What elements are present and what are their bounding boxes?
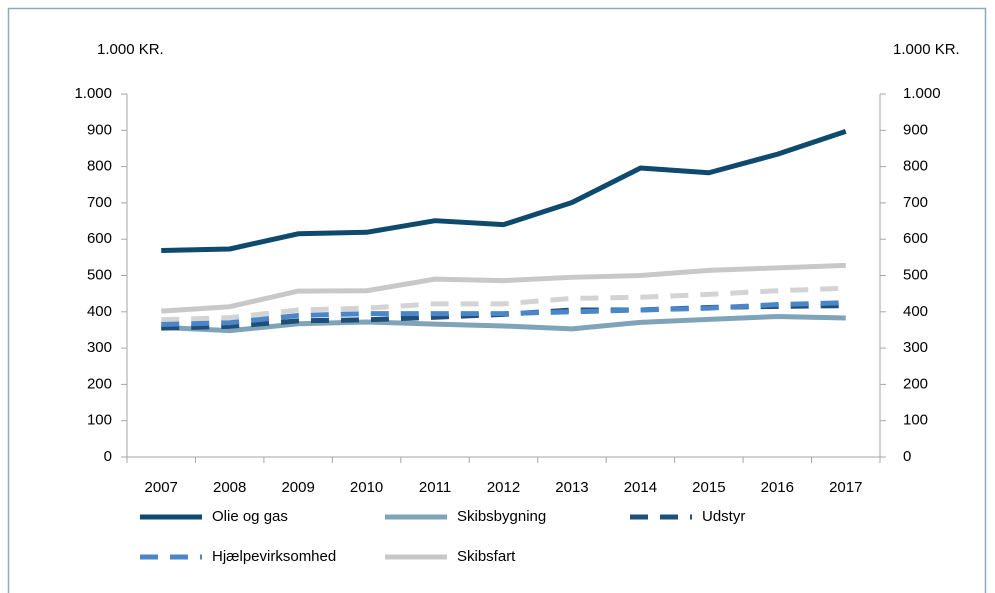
- x-tick-label: 2014: [624, 479, 657, 496]
- y-tick-label: 500: [87, 266, 112, 283]
- x-tick-label: 2009: [281, 479, 314, 496]
- legend-label: Hjælpevirksomhed: [212, 548, 336, 565]
- frame: [7, 7, 987, 593]
- y-tick-label: 900: [87, 121, 112, 138]
- y2-tick-label: 300: [903, 339, 928, 356]
- y2-tick-label: 1.000: [903, 85, 941, 102]
- y2-tick-label: 0: [903, 448, 911, 465]
- y2-tick-label: 500: [903, 266, 928, 283]
- y2-tick-label: 800: [903, 158, 928, 175]
- y2-tick-label: 200: [903, 375, 928, 392]
- y-tick-label: 100: [87, 412, 112, 429]
- x-tick-label: 2010: [350, 479, 383, 496]
- y-tick-label: 700: [87, 194, 112, 211]
- x-tick-label: 2011: [419, 479, 451, 496]
- y2-axis-label: 1.000 KR.: [893, 41, 960, 58]
- y2-tick-label: 400: [903, 303, 928, 320]
- legend-label: Olie og gas: [212, 508, 288, 525]
- y-tick-label: 200: [87, 375, 112, 392]
- series-line: [161, 300, 846, 328]
- x-tick-label: 2015: [692, 479, 725, 496]
- x-tick-label: 2016: [761, 479, 794, 496]
- y-tick-label: 1.000: [74, 85, 112, 102]
- x-tick-label: 2013: [555, 479, 588, 496]
- y2-tick-label: 900: [903, 121, 928, 138]
- y-tick-label: 800: [87, 158, 112, 175]
- y-tick-label: 0: [104, 448, 112, 465]
- x-tick-label: 2008: [213, 479, 246, 496]
- series-line: [161, 285, 846, 323]
- legend-label: Skibsfart: [457, 548, 516, 565]
- series-line: [161, 129, 847, 253]
- y2-tick-label: 700: [903, 194, 928, 211]
- y-tick-label: 600: [87, 230, 112, 247]
- series-line: [161, 262, 846, 314]
- y-tick-label: 300: [87, 339, 112, 356]
- series-line: [161, 314, 846, 334]
- y2-tick-label: 600: [903, 230, 928, 247]
- legend-label: Udstyr: [702, 508, 745, 525]
- y-tick-label: 400: [87, 303, 112, 320]
- y-axis-label: 1.000 KR.: [97, 41, 164, 58]
- y2-tick-label: 100: [903, 412, 928, 429]
- x-tick-label: 2017: [829, 479, 862, 496]
- x-tick-label: 2007: [145, 479, 178, 496]
- legend-label: Skibsbygning: [457, 508, 546, 525]
- x-tick-label: 2012: [487, 479, 520, 496]
